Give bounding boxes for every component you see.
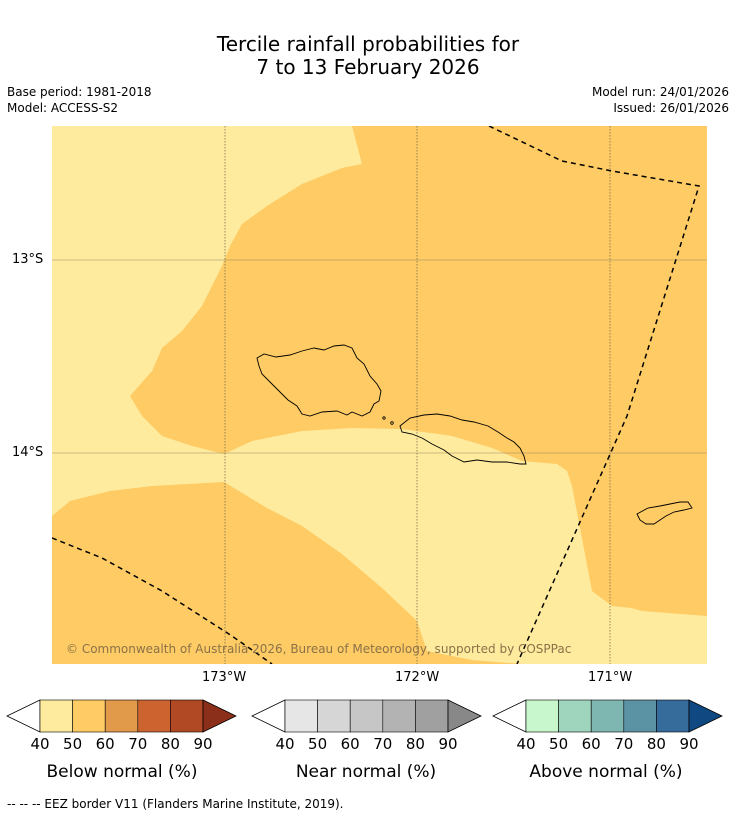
- near-colorbar-tick: 50: [308, 735, 328, 753]
- near-normal-label: Near normal (%): [295, 762, 437, 782]
- below-normal-50-60-region-north: [130, 126, 707, 616]
- above-normal-colorbar: [492, 699, 723, 733]
- savaii-island: [256, 344, 382, 417]
- near-colorbar-segment: [284, 699, 318, 733]
- tutuila-island: [636, 501, 693, 525]
- near-colorbar-tick: 90: [438, 735, 458, 753]
- above-colorbar-segment: [590, 699, 625, 733]
- near-colorbar-segment: [415, 699, 449, 733]
- below-colorbar-min-extension: [6, 699, 41, 733]
- below-colorbar-tick: 40: [30, 735, 50, 753]
- below-colorbar-tick: 80: [160, 735, 180, 753]
- near-colorbar-segment: [382, 699, 416, 733]
- below-colorbar-segment: [170, 699, 204, 733]
- lat-label-14s: 14°S: [12, 445, 44, 460]
- below-normal-label: Below normal (%): [46, 762, 198, 782]
- above-colorbar-segment: [525, 699, 559, 733]
- below-colorbar-tick: 50: [63, 735, 83, 753]
- near-colorbar-segment: [317, 699, 351, 733]
- map-title-line1: Tercile rainfall probabilities for: [216, 32, 520, 56]
- above-colorbar-tick: 80: [646, 735, 666, 753]
- below-colorbar-segment: [104, 699, 139, 733]
- above-colorbar-tick: 40: [516, 735, 536, 753]
- below-colorbar-tick: 70: [128, 735, 148, 753]
- issued-date: Issued: 26/01/2026: [613, 101, 729, 115]
- eez-legend-note: -- -- -- EEZ border V11 (Flanders Marine…: [7, 797, 344, 811]
- near-colorbar-tick: 40: [275, 735, 295, 753]
- above-colorbar-min-extension: [492, 699, 527, 733]
- below-colorbar-segment: [137, 699, 171, 733]
- below-colorbar-tick: 90: [193, 735, 213, 753]
- below-normal-50-60-region-southeast: [592, 496, 707, 616]
- eez-border-northeast: [488, 126, 700, 664]
- above-colorbar-segment: [558, 699, 592, 733]
- lon-label-172w: 172°W: [395, 670, 440, 685]
- near-colorbar-tick: 60: [340, 735, 360, 753]
- near-colorbar-tick: 70: [373, 735, 393, 753]
- above-colorbar-tick: 60: [581, 735, 601, 753]
- above-colorbar-tick: 70: [614, 735, 634, 753]
- map-canvas: © Commonwealth of Australia 2026, Bureau…: [52, 126, 707, 664]
- lat-label-13s: 13°S: [12, 252, 44, 267]
- model-name: Model: ACCESS-S2: [7, 101, 119, 115]
- above-colorbar-segment: [623, 699, 657, 733]
- near-colorbar-tick: 80: [405, 735, 425, 753]
- manono-island: [390, 421, 394, 425]
- apolima-island: [382, 416, 386, 420]
- upolu-island: [399, 413, 527, 465]
- below-normal-50-60-region-southwest: [52, 482, 522, 664]
- near-colorbar-min-extension: [251, 699, 286, 733]
- above-normal-label: Above normal (%): [529, 762, 683, 782]
- near-colorbar-segment: [349, 699, 384, 733]
- above-colorbar-tick: 50: [549, 735, 569, 753]
- below-normal-colorbar: [6, 699, 237, 733]
- near-colorbar-max-extension: [447, 699, 482, 733]
- map-title-line2: 7 to 13 February 2026: [256, 55, 480, 79]
- colorbars: [6, 699, 723, 733]
- above-colorbar-max-extension: [688, 699, 723, 733]
- below-colorbar-segment: [39, 699, 73, 733]
- above-colorbar-tick: 90: [679, 735, 699, 753]
- below-colorbar-max-extension: [202, 699, 237, 733]
- below-colorbar-segment: [72, 699, 106, 733]
- above-colorbar-segment: [656, 699, 690, 733]
- base-period: Base period: 1981-2018: [7, 85, 152, 99]
- below-colorbar-tick: 60: [95, 735, 115, 753]
- lon-label-173w: 173°W: [202, 670, 247, 685]
- model-run: Model run: 24/01/2026: [591, 85, 729, 99]
- lon-label-171w: 171°W: [588, 670, 633, 685]
- copyright-notice: © Commonwealth of Australia 2026, Bureau…: [66, 642, 571, 656]
- near-normal-colorbar: [251, 699, 482, 733]
